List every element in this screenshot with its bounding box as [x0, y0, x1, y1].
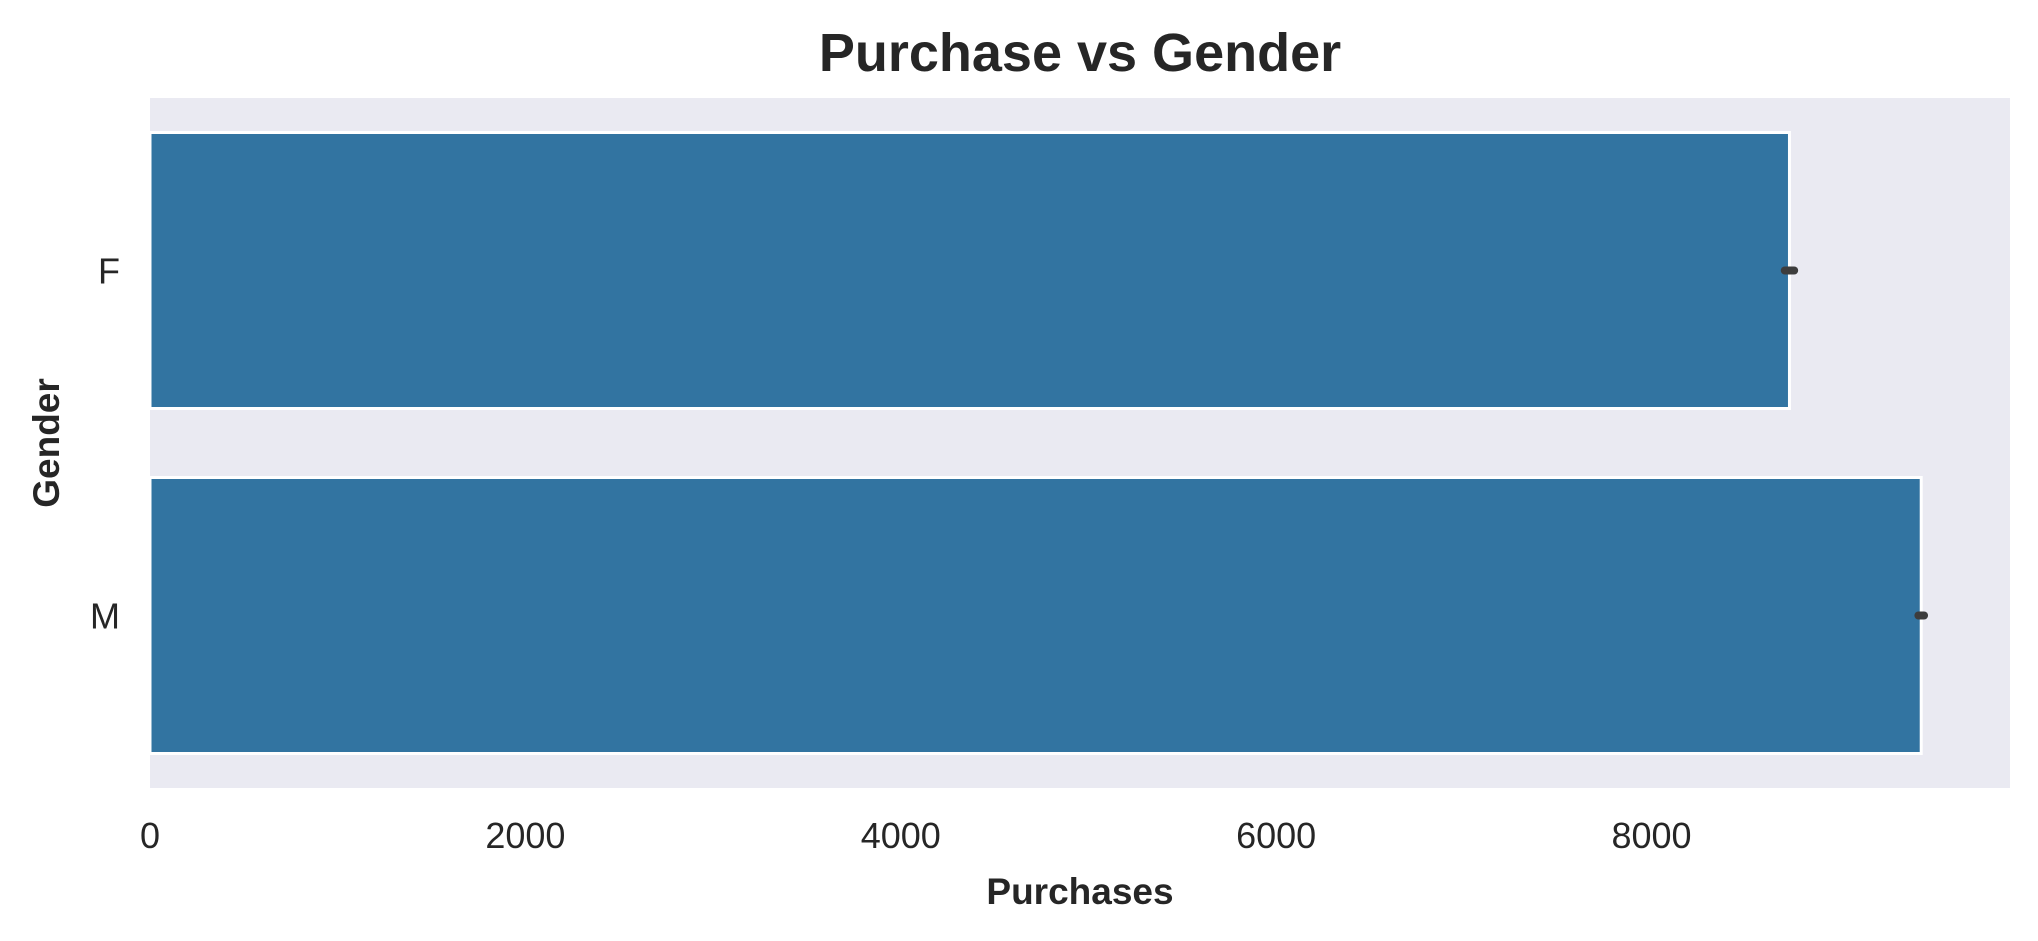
x-tick-label-2000: 2000	[485, 815, 565, 856]
x-tick-label-6000: 6000	[1236, 815, 1316, 856]
x-axis-label: Purchases	[986, 871, 1173, 912]
y-axis-label: Gender	[26, 378, 67, 508]
x-tick-label-4000: 4000	[861, 815, 941, 856]
x-tick-label-8000: 8000	[1611, 815, 1691, 856]
error-bars-group	[1780, 266, 1929, 620]
x-tick-label-0: 0	[140, 815, 160, 856]
x-tick-labels: 0 2000 4000 6000 8000	[140, 815, 1692, 856]
bar-M	[148, 476, 1923, 755]
bar-F	[148, 131, 1791, 410]
y-tick-label-M: M	[90, 596, 120, 637]
chart-title: Purchase vs Gender	[819, 23, 1341, 83]
y-tick-label-F: F	[98, 251, 120, 292]
y-tick-labels: FM	[90, 251, 120, 637]
bars-group	[148, 131, 1923, 755]
